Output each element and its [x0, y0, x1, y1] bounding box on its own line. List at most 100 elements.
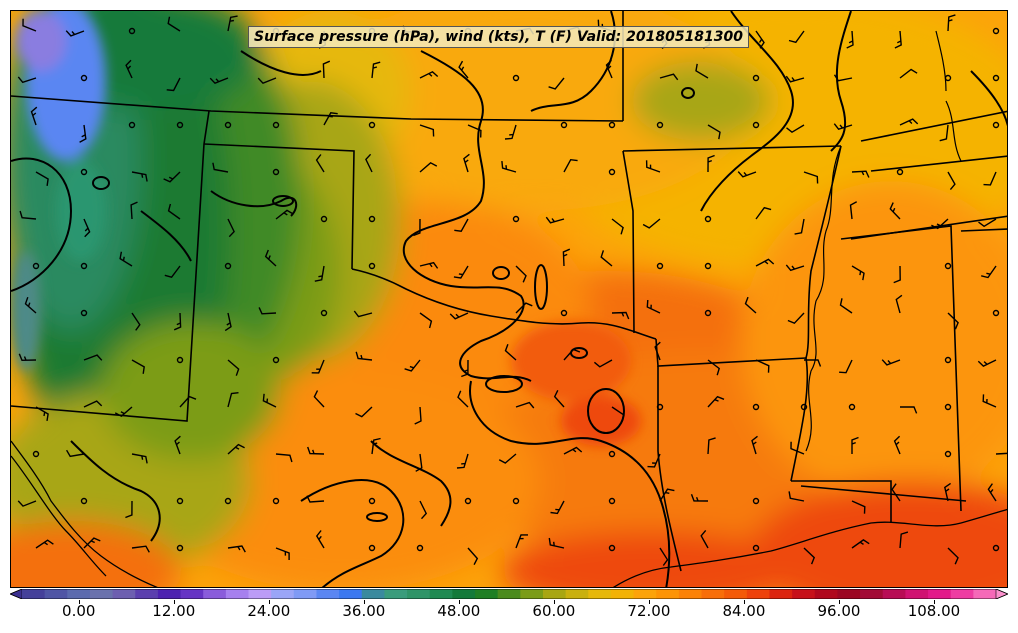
colorbar-segment: [157, 589, 182, 599]
wind-barb: [461, 359, 469, 378]
wind-barb: [788, 30, 805, 44]
colorbar-tick-label: 72.00: [627, 602, 671, 620]
calm-wind-circle: [944, 74, 952, 82]
colorbar-segment: [882, 589, 906, 599]
calm-wind-circle: [368, 121, 376, 129]
wind-barb: [164, 265, 181, 279]
calm-wind-circle: [368, 215, 376, 223]
wind-barb: [947, 171, 956, 191]
wind-barb: [19, 210, 37, 220]
calm-wind-circle: [512, 215, 520, 223]
wind-barb: [179, 395, 197, 408]
colorbar-segment: [361, 589, 385, 599]
wind-barb: [258, 307, 277, 315]
colorbar-segment: [407, 589, 431, 599]
calm-wind-circle: [704, 309, 712, 317]
wind-barb: [498, 453, 517, 464]
calm-wind-circle: [608, 497, 616, 505]
colorbar-segment: [565, 589, 589, 599]
wind-barb: [322, 60, 331, 79]
wind-barb: [785, 75, 805, 83]
colorbar-segment: [293, 589, 317, 599]
calm-wind-circle: [944, 356, 952, 364]
wind-barb: [548, 77, 565, 90]
wind-barb: [947, 14, 956, 32]
calm-wind-circle: [944, 403, 952, 411]
map-panel: Surface pressure (hPa), wind (kts), T (F…: [10, 10, 1008, 588]
wind-barb: [790, 441, 805, 455]
wind-barb: [690, 494, 709, 502]
wind-barb: [553, 389, 565, 408]
calm-wind-circle: [272, 356, 280, 364]
colorbar-extend-low: [10, 589, 23, 599]
calm-wind-circle: [704, 215, 712, 223]
calm-wind-circle: [176, 497, 184, 505]
wind-barb: [755, 258, 775, 267]
calm-wind-circle: [992, 27, 1000, 35]
wind-barb: [167, 203, 181, 220]
wind-barb: [995, 452, 1007, 455]
wind-barb: [457, 390, 469, 408]
calm-wind-circle: [992, 74, 1000, 82]
wind-barb: [744, 296, 757, 314]
wind-barb: [83, 354, 103, 361]
wind-barb: [562, 248, 571, 267]
wind-barb: [83, 400, 103, 408]
wind-barb: [893, 435, 901, 455]
colorbar-segment: [769, 589, 793, 599]
colorbar-segment: [89, 589, 114, 599]
wind-barb: [419, 261, 439, 269]
wind-barb: [227, 545, 246, 553]
wind-barb: [449, 312, 469, 320]
wind-barb: [804, 359, 822, 367]
colorbar-tick-label: 84.00: [722, 602, 766, 620]
colorbar-segment: [950, 589, 974, 599]
wind-barb: [314, 265, 325, 282]
colorbar-segment: [248, 589, 272, 599]
wind-barb: [257, 77, 277, 85]
wind-barb: [209, 77, 229, 85]
wind-barb: [419, 312, 433, 329]
wind-barb: [79, 124, 87, 143]
calm-wind-circle: [944, 450, 952, 458]
wind-barb: [563, 446, 583, 455]
wind-barb: [419, 161, 438, 173]
wind-barb: [125, 59, 133, 79]
wind-barb: [501, 161, 517, 173]
calm-wind-circle: [224, 497, 232, 505]
wind-barb: [593, 359, 613, 368]
wind-barb: [600, 250, 613, 267]
state-boundaries: [11, 11, 1007, 572]
calm-wind-circle: [32, 450, 40, 458]
wind-barb: [707, 154, 715, 173]
wind-barb: [65, 30, 85, 37]
wind-barb: [504, 343, 517, 361]
wind-barb: [65, 449, 85, 458]
wind-barb: [456, 453, 469, 469]
wind-barb: [163, 171, 181, 183]
wind-barb: [700, 529, 709, 549]
colorbar-tick-mark: [173, 600, 175, 604]
calm-wind-circle: [608, 544, 616, 552]
wind-barb: [707, 359, 721, 376]
wind-barb: [83, 537, 101, 549]
colorbar-segment: [135, 589, 159, 599]
wind-barb: [545, 216, 565, 224]
wind-barb: [755, 206, 772, 220]
wind-barb: [851, 436, 859, 454]
colorbar-segment: [792, 589, 816, 599]
colorbar-segment: [452, 589, 476, 599]
wind-barb: [611, 218, 624, 235]
colorbar-tick-label: 24.00: [247, 602, 291, 620]
calm-wind-circle: [656, 121, 664, 129]
calm-wind-circle: [752, 121, 760, 129]
wind-barb: [454, 218, 469, 232]
colorbar-segment: [180, 589, 204, 599]
wind-barb: [977, 359, 997, 367]
colorbar-tick-label: 108.00: [907, 602, 961, 620]
wind-barb: [893, 265, 901, 284]
wind-barb: [981, 265, 997, 279]
wind-barb: [707, 124, 721, 140]
river-lines: [805, 30, 962, 452]
wind-barb: [894, 30, 902, 49]
